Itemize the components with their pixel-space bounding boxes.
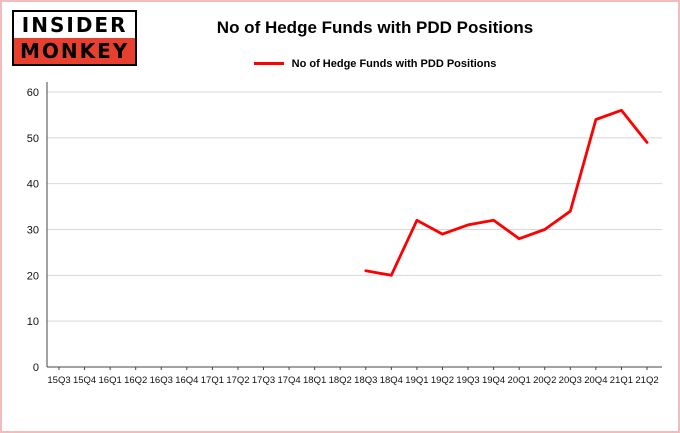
x-tick-label: 20Q2 — [533, 375, 556, 386]
x-tick-label: 19Q4 — [482, 375, 505, 386]
x-tick-label: 17Q2 — [226, 375, 249, 386]
y-tick-label: 50 — [27, 133, 39, 145]
x-tick-label: 20Q4 — [584, 375, 607, 386]
logo-monkey-text: MONKEY — [14, 38, 136, 64]
x-tick-label: 21Q1 — [610, 375, 633, 386]
x-tick-label: 16Q1 — [99, 375, 122, 386]
x-tick-label: 17Q3 — [252, 375, 275, 386]
x-tick-label: 16Q2 — [124, 375, 147, 386]
x-tick-label: 15Q4 — [73, 375, 96, 386]
x-tick-label: 18Q3 — [354, 375, 377, 386]
x-tick-label: 15Q3 — [47, 375, 70, 386]
y-tick-label: 30 — [27, 225, 39, 237]
y-tick-label: 10 — [27, 316, 39, 328]
x-tick-label: 18Q4 — [380, 375, 403, 386]
series-line-pdd-positions — [364, 108, 649, 277]
y-tick-label: 40 — [27, 179, 39, 191]
x-tick-label: 17Q4 — [277, 375, 300, 386]
x-tick-label: 18Q1 — [303, 375, 326, 386]
x-tick-label: 19Q1 — [405, 375, 428, 386]
insider-monkey-logo: INSIDER MONKEY — [12, 10, 138, 66]
legend-line-swatch — [253, 61, 284, 65]
x-tick-label: 20Q1 — [508, 375, 531, 386]
x-tick-label: 16Q3 — [150, 375, 173, 386]
x-tick-label: 19Q2 — [431, 375, 454, 386]
y-tick-label: 20 — [27, 270, 39, 282]
y-tick-label: 0 — [33, 362, 39, 374]
legend-label: No of Hedge Funds with PDD Positions — [291, 58, 497, 71]
x-tick-label: 19Q3 — [456, 375, 479, 386]
x-tick-label: 21Q2 — [635, 375, 658, 386]
x-tick-label: 16Q4 — [175, 375, 198, 386]
legend: No of Hedge Funds with PDD Positions — [72, 58, 678, 70]
x-tick-label: 17Q1 — [201, 375, 224, 386]
chart-title: No of Hedge Funds with PDD Positions — [216, 18, 534, 37]
x-tick-label: 18Q2 — [329, 375, 352, 386]
y-tick-label: 60 — [27, 87, 39, 99]
x-tick-label: 20Q3 — [559, 375, 582, 386]
logo-insider-text: INSIDER — [14, 12, 136, 38]
